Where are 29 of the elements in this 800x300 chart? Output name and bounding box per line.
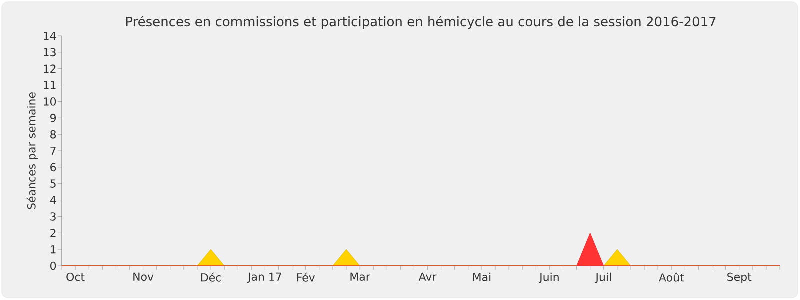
y-tick-label: 7 <box>50 146 56 156</box>
y-tick-label: 14 <box>44 32 56 40</box>
x-tick-label: Déc <box>201 272 221 282</box>
x-tick-label: Nov <box>134 272 154 282</box>
x-tick-label: Fév <box>297 272 316 282</box>
y-tick-label: 5 <box>50 180 56 188</box>
x-tick-label: Sept <box>728 272 752 284</box>
y-tick-label: 11 <box>44 81 56 90</box>
y-tick-label: 2 <box>50 229 56 238</box>
x-tick-label: Juin <box>539 272 559 284</box>
y-tick-label: 6 <box>50 163 56 172</box>
y-tick-label: 9 <box>50 114 56 122</box>
y-tick-label: 0 <box>50 262 56 270</box>
x-tick-label: Jan 17 <box>247 272 282 284</box>
x-tick-label: Avr <box>418 272 437 281</box>
x-tick-label: Mai <box>473 272 491 282</box>
y-axis-title: Séances par semaine <box>26 92 38 210</box>
y-tick-label: 12 <box>44 64 56 73</box>
y-tick-label: 4 <box>50 196 56 204</box>
y-tick-label: 10 <box>44 98 56 106</box>
x-tick-label: Juil <box>595 272 612 284</box>
y-tick-label: 8 <box>50 130 56 139</box>
y-tick-label: 1 <box>51 246 56 254</box>
x-tick-label: Mar <box>350 272 370 282</box>
chart-title: Présences en commissions et participation en hémicycle au cours de la session 2016-2017 <box>126 16 716 30</box>
y-tick-label: 13 <box>44 48 56 57</box>
x-tick-label: Août <box>659 272 684 282</box>
y-tick-label: 3 <box>50 212 56 221</box>
x-tick-label: Oct <box>66 272 85 282</box>
